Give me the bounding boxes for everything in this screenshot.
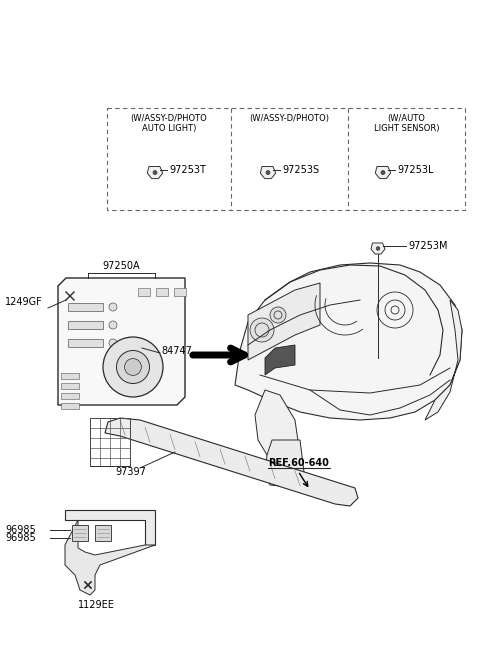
Polygon shape [371, 243, 385, 254]
Circle shape [109, 339, 117, 347]
Circle shape [134, 344, 142, 352]
Bar [61, 383, 79, 389]
Bar [68, 303, 103, 311]
Polygon shape [265, 345, 295, 375]
Text: 97253M: 97253M [408, 241, 447, 251]
Text: (W/ASSY-D/PHOTO): (W/ASSY-D/PHOTO) [250, 114, 329, 123]
Polygon shape [255, 390, 300, 465]
Polygon shape [95, 525, 111, 541]
Text: (W/AUTO
LIGHT SENSOR): (W/AUTO LIGHT SENSOR) [374, 114, 439, 134]
Circle shape [117, 350, 149, 383]
Circle shape [125, 358, 142, 375]
Polygon shape [147, 166, 163, 179]
Circle shape [109, 321, 117, 329]
Text: 96985: 96985 [5, 525, 36, 535]
Text: 97253S: 97253S [282, 165, 319, 175]
Bar [156, 288, 168, 296]
Polygon shape [65, 520, 155, 595]
Circle shape [250, 318, 274, 342]
Circle shape [103, 337, 163, 397]
Text: 1129EE: 1129EE [78, 600, 115, 610]
Bar [61, 393, 79, 399]
Text: (W/ASSY-D/PHOTO
AUTO LIGHT): (W/ASSY-D/PHOTO AUTO LIGHT) [131, 114, 207, 134]
Bar [68, 339, 103, 347]
Text: 97253T: 97253T [169, 165, 206, 175]
Polygon shape [58, 278, 185, 405]
Circle shape [274, 311, 282, 319]
Text: 97250A: 97250A [103, 261, 140, 271]
Bar [107, 108, 465, 210]
Bar [174, 288, 186, 296]
Polygon shape [425, 300, 462, 420]
Bar [90, 418, 130, 466]
Bar [138, 288, 150, 296]
Circle shape [376, 247, 380, 250]
Polygon shape [235, 263, 462, 420]
Text: REF.60-640: REF.60-640 [268, 458, 329, 468]
Polygon shape [248, 283, 320, 360]
Polygon shape [65, 510, 155, 545]
Circle shape [255, 323, 269, 337]
Circle shape [381, 170, 385, 174]
Circle shape [270, 307, 286, 323]
Text: 84747: 84747 [161, 346, 192, 356]
Polygon shape [375, 166, 391, 179]
Bar [68, 321, 103, 329]
Polygon shape [265, 440, 305, 488]
Bar [61, 403, 79, 409]
Polygon shape [72, 525, 88, 541]
Bar [61, 373, 79, 379]
Text: 96985: 96985 [5, 533, 36, 543]
Circle shape [109, 303, 117, 311]
Text: 97397: 97397 [115, 467, 146, 477]
Text: 1249GF: 1249GF [5, 297, 43, 307]
Text: 97253L: 97253L [397, 165, 433, 175]
Polygon shape [105, 418, 358, 506]
Circle shape [266, 170, 270, 174]
Polygon shape [260, 166, 276, 179]
Circle shape [153, 170, 157, 174]
